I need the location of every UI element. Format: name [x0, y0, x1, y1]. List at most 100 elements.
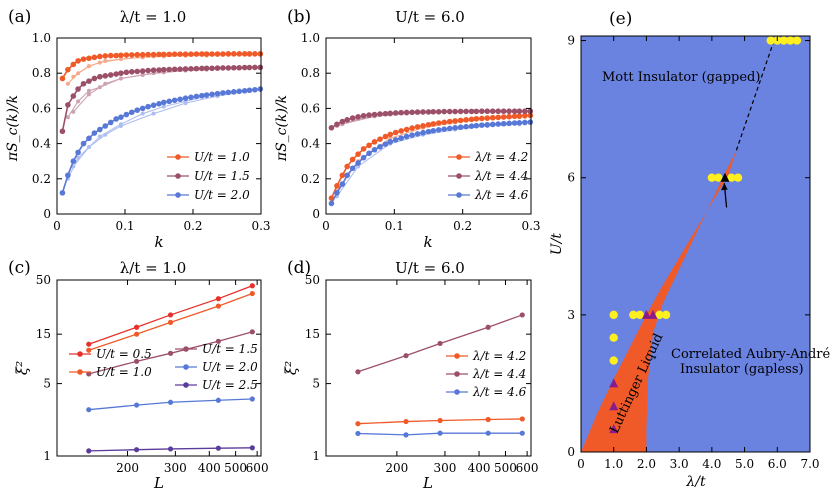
b-legend-marker [456, 154, 462, 160]
a-data-point [252, 51, 258, 57]
d-data-point [519, 416, 525, 422]
d-data-point [485, 430, 491, 436]
panel-c-legend: U/t = 0.5 U/t = 1.0 U/t = 1.5 U/t = 2.0 U/t … [69, 342, 258, 392]
b-data-point [446, 125, 453, 132]
c-ytick-label: 5 [43, 377, 51, 391]
a-data-point [241, 51, 248, 57]
d-ytick-label: 5 [312, 377, 320, 391]
a-data-point [193, 65, 200, 72]
a-ytick-label: 0 [43, 207, 51, 221]
a-data-point [80, 56, 87, 62]
c-legend-label: U/t = 1.5 [202, 342, 258, 356]
c-legend-marker [77, 369, 83, 375]
a-data-point [156, 67, 162, 73]
panel-c-title: λ/t = 1.0 [120, 259, 187, 277]
b-data-point [398, 109, 404, 116]
d-legend-marker [454, 371, 460, 377]
a-data-point [220, 65, 226, 71]
c-data-point [215, 303, 221, 309]
a-data-point [91, 75, 98, 82]
a-xtick-label: 0.1 [115, 219, 134, 233]
a-data-point [220, 51, 226, 57]
b-data-point [409, 109, 415, 116]
a-xtick-label: 0 [53, 219, 61, 233]
e-ytick-label: 0 [567, 445, 575, 459]
b-legend-marker [456, 192, 462, 198]
b-data-point [522, 112, 528, 119]
b-data-point [516, 113, 523, 119]
panel-d-frame [325, 279, 532, 457]
b-data-point [392, 110, 399, 116]
a-data-point [107, 119, 114, 126]
b-data-point [511, 108, 518, 115]
a-faint-data-point [86, 88, 91, 93]
a-data-point [257, 64, 264, 71]
c-data-point [167, 350, 174, 356]
d-data-point [403, 432, 409, 438]
c-data-point [134, 402, 140, 408]
black-triangle [720, 172, 730, 182]
a-legend-label: U/t = 1.5 [194, 169, 250, 183]
a-data-point [236, 88, 243, 95]
panel-b-ylabel: πS_c(k)/k [274, 95, 290, 162]
a-faint-data-point [183, 101, 188, 106]
e-xtick-label: 5.0 [735, 457, 754, 471]
b-xtick-label: 0.1 [385, 219, 404, 233]
b-data-point [489, 108, 496, 115]
a-data-point [113, 116, 119, 122]
b-data-point [349, 165, 356, 172]
b-data-point [371, 111, 378, 118]
a-data-point [236, 64, 243, 71]
a-legend-label: U/t = 1.0 [194, 150, 250, 164]
a-faint-data-point [86, 64, 91, 69]
a-data-point [193, 51, 200, 57]
b-data-point [355, 114, 361, 120]
b-data-point [500, 120, 507, 127]
a-data-point [182, 66, 189, 72]
c-data-point [134, 331, 140, 337]
a-data-point [156, 51, 162, 58]
a-data-point [246, 64, 253, 71]
a-data-point [118, 114, 124, 120]
a-data-point [59, 75, 66, 82]
d-data-point [355, 430, 361, 437]
b-data-point [511, 120, 518, 126]
c-data-point [134, 358, 140, 364]
c-data-point [249, 290, 255, 297]
b-data-point [506, 120, 512, 127]
a-data-point [188, 94, 194, 101]
a-data-point [91, 130, 98, 136]
b-ytick-label: 0.8 [301, 66, 320, 80]
a-faint-data-point [76, 99, 81, 104]
b-data-point [366, 150, 372, 157]
c-data-point [167, 312, 174, 318]
a-faint-data-point [65, 81, 70, 86]
c-ytick-label: 15 [36, 327, 51, 341]
d-data-point [519, 430, 525, 436]
d-data-point [403, 353, 409, 359]
c-data-point [134, 447, 140, 453]
arrow-head [721, 183, 728, 191]
a-data-point [65, 172, 71, 179]
b-data-point [334, 183, 340, 189]
b-data-point [414, 109, 421, 115]
a-ytick-label: 1.0 [32, 31, 51, 45]
d-data-point [485, 416, 491, 423]
a-data-point [145, 103, 151, 110]
a-data-point [257, 86, 264, 92]
b-ytick-label: 0.6 [301, 101, 320, 115]
yellow-point [786, 36, 795, 45]
a-faint-data-point [103, 58, 108, 63]
e-ytick-label: 6 [567, 171, 575, 185]
b-data-point [425, 128, 432, 135]
a-legend-marker [175, 154, 181, 160]
c-legend-marker [183, 364, 189, 370]
a-data-point [209, 51, 215, 57]
b-data-point [484, 115, 491, 121]
b-data-point [382, 133, 389, 140]
b-data-point [392, 129, 399, 136]
a-faint-data-point [71, 109, 76, 114]
e-xtick-label: 3.0 [670, 457, 689, 471]
b-data-point [366, 112, 372, 118]
a-data-point [65, 66, 71, 73]
